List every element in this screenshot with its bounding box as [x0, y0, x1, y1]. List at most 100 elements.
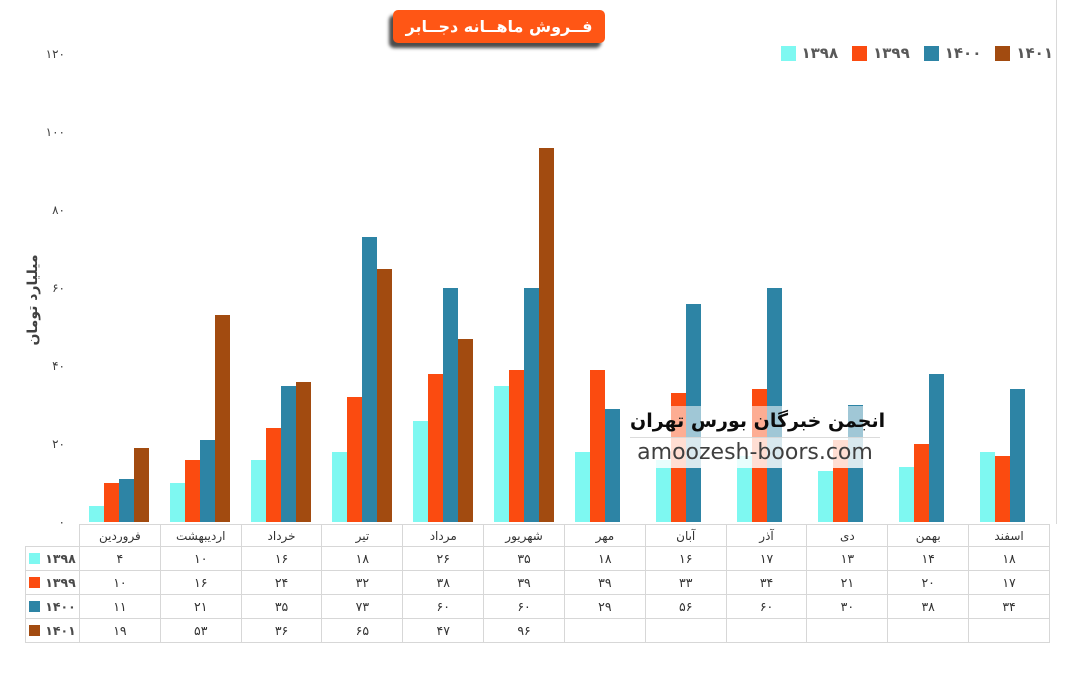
bar-۱۴۰۰-اردیبهشت: [200, 440, 216, 522]
bar-۱۳۹۸-فروردین: [89, 506, 105, 522]
table-value-cell: ۱۰: [159, 546, 242, 571]
table-year-cell: ۱۴۰۱: [25, 618, 80, 643]
bar-۱۴۰۰-مرداد: [443, 288, 459, 522]
legend-swatch-icon: [923, 45, 939, 61]
bar-۱۳۹۹-خرداد: [266, 428, 282, 522]
table-value-cell: ۶۰: [725, 594, 808, 619]
table-month-header: بهمن: [887, 524, 970, 547]
bar-۱۳۹۹-اسفند: [994, 455, 1010, 522]
y-tick-label: ۸۰: [52, 203, 65, 217]
legend-swatch-icon: [780, 45, 796, 61]
bar-۱۳۹۸-بهمن: [898, 467, 914, 522]
table-value-cell: ۱۷: [968, 570, 1050, 595]
y-tick-label: ۴۰: [52, 359, 65, 373]
bar-۱۴۰۱-تیر: [377, 268, 393, 522]
table-value-cell: ۲۹: [563, 594, 646, 619]
table-value-cell: [806, 618, 889, 643]
table-value-cell: ۳۸: [887, 594, 970, 619]
bar-۱۴۰۰-مهر: [604, 408, 620, 522]
bar-۱۴۰۰-خرداد: [281, 385, 297, 522]
table-row: ۱۴۰۰ ۱۱ ۲۱ ۳۵ ۷۳ ۶۰ ۶۰ ۲۹ ۵۶ ۶۰ ۳۰ ۳۸ ۳۴: [25, 594, 1050, 619]
table-value-cell: ۳۲: [321, 570, 404, 595]
table-value-cell: ۴۷: [402, 618, 485, 643]
table-value-cell: [644, 618, 727, 643]
bar-۱۴۰۰-اسفند: [1009, 389, 1025, 522]
chart-title-text: فــروش ماهــانه دجــابر: [405, 17, 593, 36]
bar-۱۴۰۰-شهریور: [524, 288, 540, 522]
table-value-cell: ۱۹: [79, 618, 161, 643]
table-year-cell: ۱۳۹۹: [25, 570, 80, 595]
bar-۱۳۹۸-خرداد: [251, 459, 267, 522]
bar-۱۴۰۰-تیر: [362, 237, 378, 522]
y-tick-label: ۱۰۰: [45, 125, 65, 139]
bar-۱۳۹۹-تیر: [347, 397, 363, 522]
year-label: ۱۳۹۹: [45, 575, 76, 590]
legend-swatch-icon: [852, 45, 868, 61]
table-month-header: تیر: [321, 524, 404, 547]
bar-۱۴۰۰-بهمن: [928, 373, 944, 522]
year-swatch-icon: [29, 625, 41, 636]
table-month-header: آبان: [644, 524, 727, 547]
watermark-association-text: انجمن خبرگان بورس تهران: [630, 406, 885, 437]
watermark-website-text: amoozesh-boors.com: [630, 437, 880, 468]
table-month-header: مرداد: [402, 524, 485, 547]
bar-۱۳۹۹-فروردین: [104, 483, 120, 522]
table-month-header: خرداد: [240, 524, 323, 547]
bar-۱۳۹۸-تیر: [332, 451, 348, 522]
table-value-cell: ۱۳: [806, 546, 889, 571]
bar-۱۴۰۱-شهریور: [539, 147, 555, 522]
legend-swatch-icon: [995, 45, 1011, 61]
legend-item: ۱۳۹۸: [780, 44, 838, 62]
bar-۱۳۹۸-شهریور: [494, 385, 510, 522]
table-value-cell: ۶۰: [402, 594, 485, 619]
table-value-cell: ۳۳: [644, 570, 727, 595]
table-value-cell: ۳۴: [725, 570, 808, 595]
year-swatch-icon: [29, 577, 41, 588]
table-value-cell: ۴: [79, 546, 161, 571]
table-value-cell: ۲۱: [159, 594, 242, 619]
year-swatch-icon: [29, 553, 41, 564]
table-value-cell: ۱۷: [725, 546, 808, 571]
bar-۱۴۰۰-آذر: [766, 288, 782, 522]
legend-label: ۱۳۹۹: [873, 44, 910, 62]
y-tick-label: ۱۲۰: [45, 47, 65, 61]
table-value-cell: [725, 618, 808, 643]
table-value-cell: ۵۶: [644, 594, 727, 619]
bar-۱۴۰۱-فروردین: [134, 447, 150, 522]
year-label: ۱۳۹۸: [45, 551, 76, 566]
table-value-cell: ۱۱: [79, 594, 161, 619]
table-value-cell: ۲۴: [240, 570, 323, 595]
table-value-cell: ۱۶: [159, 570, 242, 595]
table-value-cell: ۹۶: [483, 618, 565, 643]
table-value-cell: ۳۹: [483, 570, 565, 595]
bar-۱۳۹۹-مرداد: [428, 373, 444, 522]
table-value-cell: ۳۵: [483, 546, 565, 571]
bar-۱۳۹۸-اردیبهشت: [170, 483, 186, 522]
legend-item: ۱۳۹۹: [852, 44, 910, 62]
table-value-cell: [563, 618, 646, 643]
table-month-header: دی: [806, 524, 889, 547]
table-value-cell: ۲۶: [402, 546, 485, 571]
table-month-header: فروردین: [79, 524, 161, 547]
table-value-cell: ۳۸: [402, 570, 485, 595]
table-value-cell: ۳۴: [968, 594, 1050, 619]
table-value-cell: ۳۶: [240, 618, 323, 643]
legend-label: ۱۴۰۱: [1016, 44, 1053, 62]
table-value-cell: ۱۶: [240, 546, 323, 571]
bar-۱۴۰۱-اردیبهشت: [215, 315, 231, 522]
table-corner-cell: [26, 525, 80, 547]
year-label: ۱۴۰۰: [45, 599, 76, 614]
bar-۱۳۹۸-مهر: [574, 451, 590, 522]
legend-item: ۱۴۰۰: [923, 44, 982, 62]
table-value-cell: ۷۳: [321, 594, 404, 619]
bar-۱۳۹۸-آذر: [736, 455, 752, 522]
table-value-cell: ۳۵: [240, 594, 323, 619]
table-month-header: اردیبهشت: [159, 524, 242, 547]
table-value-cell: ۵۳: [159, 618, 242, 643]
table-year-cell: ۱۴۰۰: [25, 594, 80, 619]
legend-label: ۱۴۰۰: [944, 44, 982, 62]
bar-۱۴۰۱-خرداد: [296, 381, 312, 522]
chart-title: فــروش ماهــانه دجــابر: [393, 10, 605, 43]
